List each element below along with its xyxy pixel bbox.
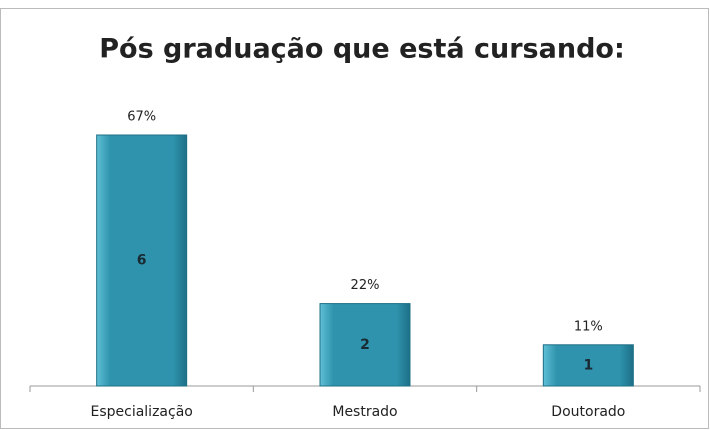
bar-count-label: 2 [360, 337, 370, 353]
bar-count-label: 1 [583, 357, 593, 373]
bar [542, 344, 634, 387]
bar-value-label: 11% [574, 319, 603, 334]
bar-value-label: 67% [127, 110, 156, 125]
x-tick-label: Especialização [90, 404, 192, 420]
chart-title: Pós graduação que está cursando: [99, 34, 625, 65]
bar [319, 303, 411, 387]
x-tick-label: Doutorado [551, 404, 625, 420]
bar-count-label: 6 [137, 253, 147, 269]
bar-value-label: 22% [351, 278, 380, 293]
x-tick-label: Mestrado [332, 404, 397, 420]
bar [96, 134, 188, 387]
